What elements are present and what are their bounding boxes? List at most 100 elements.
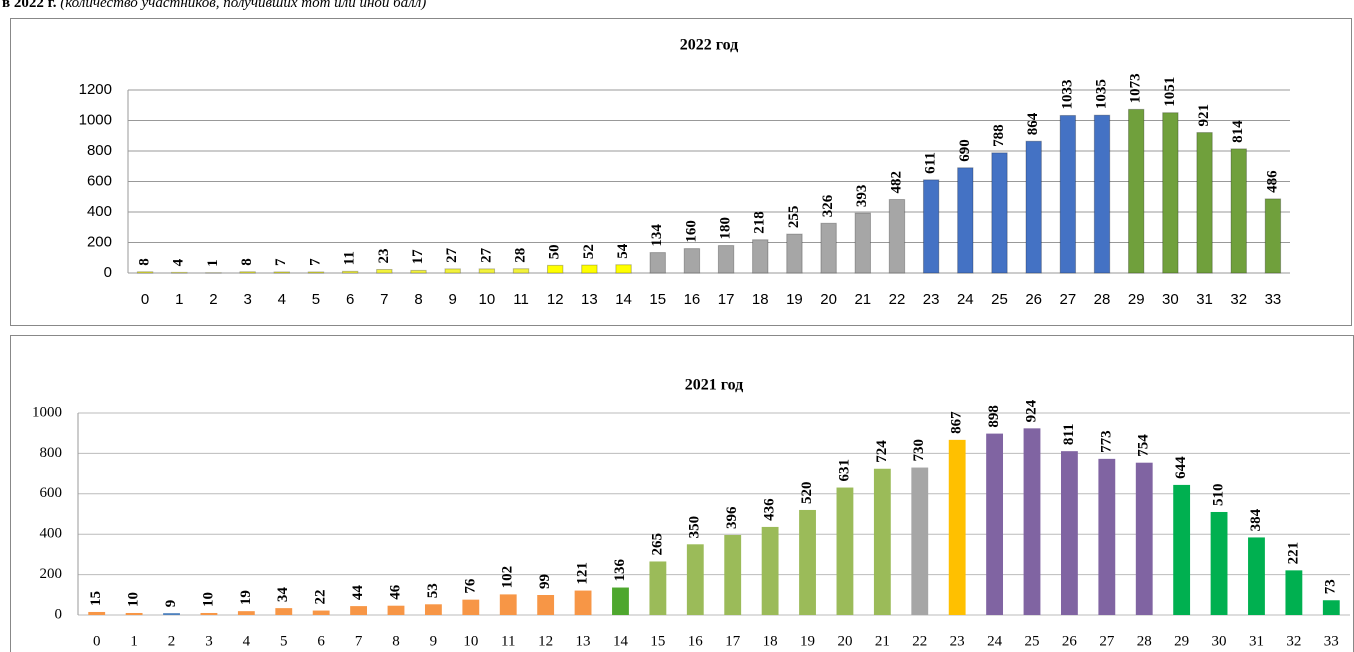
data-label: 134 [649, 224, 665, 247]
bar [1162, 112, 1179, 274]
bar [1322, 600, 1340, 615]
x-tick-label: 20 [820, 291, 837, 308]
data-label: 53 [425, 583, 441, 598]
x-tick-label: 25 [991, 291, 1008, 308]
data-label: 10 [200, 592, 216, 607]
y-tick-label: 0 [104, 264, 112, 281]
x-tick-label: 24 [987, 633, 1003, 649]
x-tick-label: 33 [1265, 291, 1282, 308]
x-tick-label: 29 [1128, 291, 1145, 308]
data-label: 121 [574, 562, 590, 585]
bar [752, 239, 769, 274]
y-tick-label: 1200 [79, 81, 112, 98]
bar [136, 271, 154, 274]
x-tick-label: 5 [312, 291, 320, 308]
data-label: 724 [874, 440, 890, 463]
data-label: 730 [911, 439, 927, 462]
bar [125, 612, 143, 615]
data-label: 23 [376, 248, 392, 263]
bar [1264, 198, 1282, 274]
data-label: 350 [687, 516, 703, 539]
data-label: 510 [1210, 483, 1226, 506]
data-label: 814 [1230, 120, 1246, 143]
bar [237, 611, 255, 615]
data-label: 221 [1285, 542, 1301, 565]
x-tick-label: 29 [1174, 633, 1189, 649]
bar [1173, 484, 1191, 615]
data-label: 136 [612, 559, 628, 582]
data-label: 265 [649, 533, 665, 556]
data-label: 50 [547, 244, 563, 259]
x-tick-label: 32 [1286, 633, 1301, 649]
data-label: 326 [820, 194, 836, 217]
bar [163, 613, 180, 615]
data-label: 754 [1136, 434, 1152, 457]
x-tick-label: 27 [1099, 633, 1115, 649]
bar [836, 487, 854, 615]
bar [478, 268, 496, 274]
bar [957, 167, 974, 274]
data-label: 384 [1248, 508, 1264, 531]
x-tick-label: 13 [576, 633, 591, 649]
data-label: 54 [615, 243, 631, 259]
bar [387, 605, 405, 615]
data-label: 8 [137, 258, 153, 266]
x-tick-label: 14 [613, 633, 629, 649]
x-tick-label: 1 [130, 633, 138, 649]
data-label: 773 [1098, 430, 1114, 453]
bar [341, 270, 359, 274]
data-label: 396 [724, 506, 740, 529]
data-label: 898 [986, 405, 1002, 428]
x-tick-label: 19 [786, 291, 803, 308]
bar [200, 612, 218, 615]
x-tick-label: 26 [1025, 291, 1042, 308]
bar [1210, 511, 1228, 615]
data-label: 690 [957, 139, 973, 162]
x-tick-label: 9 [449, 291, 457, 308]
data-label: 788 [991, 124, 1007, 147]
x-tick-label: 22 [889, 291, 906, 308]
bar [1060, 451, 1078, 615]
x-tick-label: 24 [957, 291, 974, 308]
bar [1248, 537, 1265, 615]
chart-frame [10, 18, 1352, 326]
data-label: 218 [752, 211, 768, 234]
chart-title: 2021 год [685, 377, 744, 394]
data-label: 11 [342, 251, 358, 265]
bar [376, 268, 393, 274]
bar [312, 610, 330, 615]
data-label: 1035 [1093, 79, 1109, 109]
bar [612, 587, 629, 615]
x-tick-label: 4 [278, 291, 286, 308]
x-tick-label: 8 [392, 633, 400, 649]
data-label: 44 [350, 585, 366, 601]
bar [1135, 462, 1153, 615]
bar [1023, 428, 1041, 615]
data-label: 10 [126, 592, 142, 607]
x-tick-label: 16 [684, 291, 701, 308]
x-tick-label: 22 [912, 633, 927, 649]
data-label: 15 [88, 591, 104, 606]
x-tick-label: 2 [168, 633, 176, 649]
bar [88, 611, 106, 615]
data-label: 17 [410, 249, 426, 265]
bar [786, 233, 803, 274]
y-tick-label: 800 [40, 445, 63, 461]
x-tick-label: 0 [93, 633, 101, 649]
data-label: 924 [1023, 399, 1039, 422]
x-tick-label: 11 [501, 633, 515, 649]
x-tick-label: 7 [355, 633, 363, 649]
data-label: 921 [1196, 104, 1212, 127]
bar [761, 526, 779, 615]
bar [171, 271, 188, 274]
data-label: 34 [275, 587, 291, 603]
x-tick-label: 7 [380, 291, 388, 308]
data-label: 7 [307, 258, 323, 266]
x-tick-label: 26 [1062, 633, 1078, 649]
bar [512, 268, 530, 274]
bar [275, 608, 293, 615]
bar [1025, 140, 1042, 274]
data-label: 867 [949, 411, 965, 434]
x-tick-label: 30 [1212, 633, 1227, 649]
x-tick-label: 13 [581, 291, 598, 308]
